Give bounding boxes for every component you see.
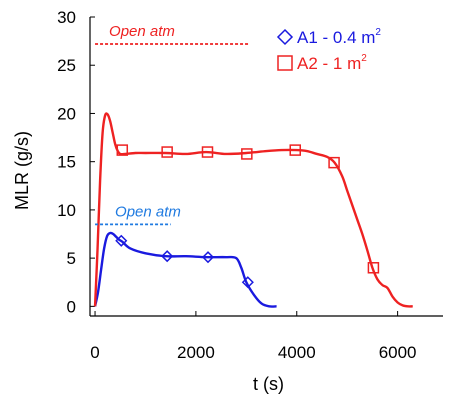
x-tick-label: 0 <box>90 343 99 362</box>
data-point-square <box>161 146 173 158</box>
annotation-layer: Open atm Open atm <box>95 23 249 226</box>
data-point-square <box>201 146 214 158</box>
data-point-diamond <box>241 276 254 289</box>
data-point-diamond <box>115 234 128 247</box>
legend-marker-diamond <box>276 28 294 46</box>
y-tick-label: 30 <box>57 8 76 27</box>
legend-label: A2 - 1 m2 <box>297 53 367 73</box>
legend-label: A1 - 0.4 m2 <box>297 27 381 47</box>
series-line <box>93 112 413 308</box>
data-point-diamond <box>201 251 215 264</box>
axes: 0 5 10 15 20 25 30 0 2000 4000 6000 <box>57 8 443 362</box>
data-point-square <box>116 144 129 156</box>
open-atm-label: Open atm <box>109 23 175 40</box>
x-axis-label: t (s) <box>253 374 284 394</box>
y-tick-label: 15 <box>57 153 76 172</box>
data-point-square <box>241 148 253 160</box>
y-tick-label: 5 <box>67 249 76 268</box>
data-point-square <box>367 262 380 274</box>
x-tick-label: 6000 <box>379 343 417 362</box>
x-tick-label: 4000 <box>278 343 316 362</box>
y-axis-label: MLR (g/s) <box>12 131 32 210</box>
y-tick-label: 0 <box>67 297 76 316</box>
legend-label-superscript: 2 <box>375 27 381 38</box>
open-atm-label: Open atm <box>115 203 181 220</box>
legend: A1 - 0.4 m2 A2 - 1 m2 <box>276 27 381 73</box>
y-tick-label: 10 <box>57 201 76 220</box>
y-tick-label: 25 <box>57 56 76 75</box>
y-tick-label: 20 <box>57 104 76 123</box>
x-tick-label: 2000 <box>177 343 215 362</box>
data-point-diamond <box>161 250 174 263</box>
legend-marker-square <box>277 55 293 71</box>
legend-label-superscript: 2 <box>361 53 367 64</box>
series-layer <box>93 112 413 308</box>
data-point-square <box>328 156 340 169</box>
data-point-square <box>289 144 301 156</box>
series-a1 <box>93 231 277 308</box>
series-a2 <box>93 112 413 308</box>
